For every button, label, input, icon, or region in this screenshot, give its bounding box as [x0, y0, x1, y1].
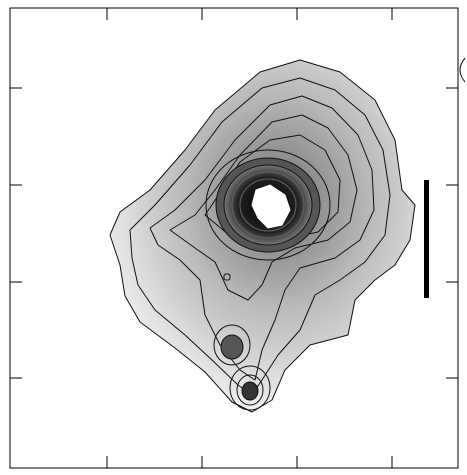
contour [229, 365, 271, 411]
contour [213, 324, 251, 366]
contour [149, 95, 375, 381]
contour [236, 374, 264, 406]
contour [205, 149, 331, 261]
contour [231, 171, 305, 239]
contour [241, 381, 259, 401]
contour [169, 114, 358, 301]
contours [109, 59, 416, 413]
contour [239, 178, 297, 232]
contour [223, 273, 231, 281]
saturated-core [251, 184, 291, 229]
ticks [10, 8, 458, 468]
scale-bar [424, 180, 429, 298]
contour [129, 77, 391, 396]
contour [220, 334, 244, 360]
edge-contour [459, 57, 466, 83]
